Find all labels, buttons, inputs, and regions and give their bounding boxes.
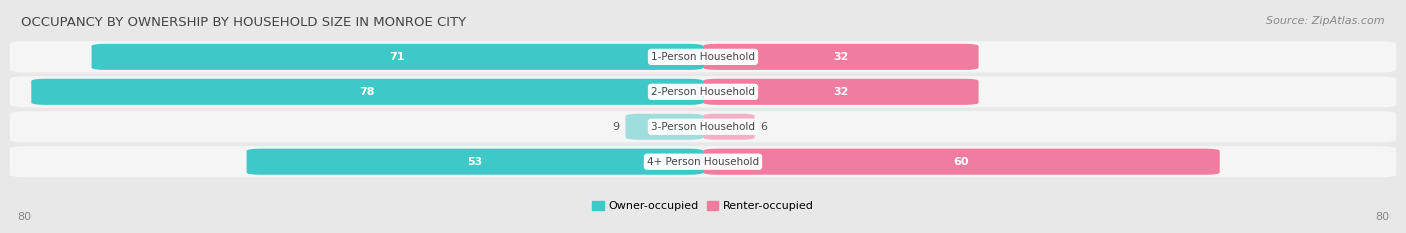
FancyBboxPatch shape <box>10 76 1396 107</box>
FancyBboxPatch shape <box>10 111 1396 142</box>
Text: 32: 32 <box>834 52 848 62</box>
Text: 32: 32 <box>834 87 848 97</box>
Text: 71: 71 <box>389 52 405 62</box>
FancyBboxPatch shape <box>10 41 1396 72</box>
Text: OCCUPANCY BY OWNERSHIP BY HOUSEHOLD SIZE IN MONROE CITY: OCCUPANCY BY OWNERSHIP BY HOUSEHOLD SIZE… <box>21 16 467 29</box>
FancyBboxPatch shape <box>91 44 703 70</box>
FancyBboxPatch shape <box>703 44 979 70</box>
Text: 6: 6 <box>761 122 768 132</box>
FancyBboxPatch shape <box>31 79 703 105</box>
FancyBboxPatch shape <box>703 79 979 105</box>
FancyBboxPatch shape <box>626 114 703 140</box>
Legend: Owner-occupied, Renter-occupied: Owner-occupied, Renter-occupied <box>592 201 814 211</box>
Text: 3-Person Household: 3-Person Household <box>651 122 755 132</box>
Text: 78: 78 <box>360 87 375 97</box>
Text: 80: 80 <box>17 212 31 222</box>
Text: 4+ Person Household: 4+ Person Household <box>647 157 759 167</box>
Text: 9: 9 <box>613 122 620 132</box>
Text: Source: ZipAtlas.com: Source: ZipAtlas.com <box>1267 16 1385 26</box>
Text: 1-Person Household: 1-Person Household <box>651 52 755 62</box>
Text: 2-Person Household: 2-Person Household <box>651 87 755 97</box>
Text: 60: 60 <box>953 157 969 167</box>
FancyBboxPatch shape <box>703 149 1219 175</box>
Text: 53: 53 <box>467 157 482 167</box>
FancyBboxPatch shape <box>703 114 755 140</box>
FancyBboxPatch shape <box>10 146 1396 177</box>
FancyBboxPatch shape <box>246 149 703 175</box>
Text: 80: 80 <box>1375 212 1389 222</box>
